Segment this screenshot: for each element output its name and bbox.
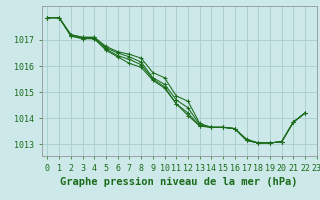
X-axis label: Graphe pression niveau de la mer (hPa): Graphe pression niveau de la mer (hPa)	[60, 177, 298, 187]
